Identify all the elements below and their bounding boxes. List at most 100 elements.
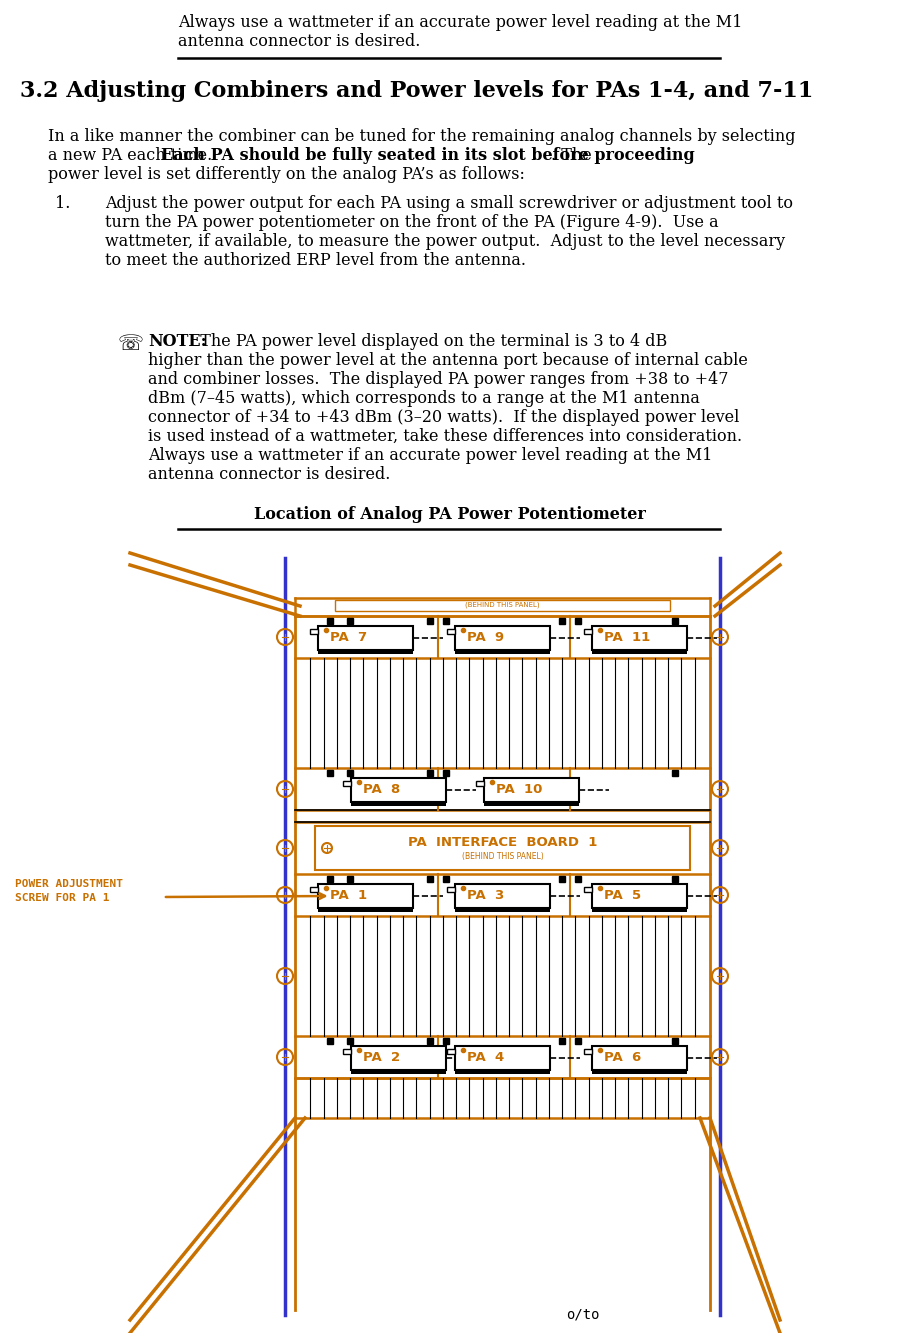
Text: PA  1: PA 1 — [330, 889, 367, 902]
Text: dBm (7–45 watts), which corresponds to a range at the M1 antenna: dBm (7–45 watts), which corresponds to a… — [148, 391, 700, 407]
Text: antenna connector is desired.: antenna connector is desired. — [148, 467, 391, 483]
Bar — [351, 1046, 446, 1070]
Text: connector of +34 to +43 dBm (3–20 watts).  If the displayed power level: connector of +34 to +43 dBm (3–20 watts)… — [148, 409, 740, 427]
Text: PA  7: PA 7 — [330, 631, 367, 644]
Text: PA  3: PA 3 — [467, 889, 504, 902]
Bar — [455, 884, 550, 908]
Text: PA  5: PA 5 — [604, 889, 641, 902]
Text: power level is set differently on the analog PA’s as follows:: power level is set differently on the an… — [48, 167, 525, 183]
Bar — [455, 1046, 550, 1070]
Bar — [447, 1049, 455, 1054]
Bar — [443, 1038, 449, 1044]
Bar — [427, 770, 433, 776]
Text: POWER ADJUSTMENT: POWER ADJUSTMENT — [15, 878, 123, 889]
Bar — [575, 619, 581, 624]
Bar — [575, 1038, 581, 1044]
Text: PA  9: PA 9 — [467, 631, 504, 644]
Bar — [344, 1049, 351, 1054]
Bar — [672, 619, 678, 624]
Text: ☏: ☏ — [118, 335, 144, 355]
Text: (BEHIND THIS PANEL): (BEHIND THIS PANEL) — [462, 852, 543, 861]
Text: PA  8: PA 8 — [364, 782, 400, 796]
Bar — [559, 619, 565, 624]
Bar — [447, 629, 455, 635]
Bar — [584, 886, 592, 892]
Bar — [592, 651, 687, 655]
Bar — [484, 778, 579, 802]
Bar — [351, 778, 446, 802]
Text: to meet the authorized ERP level from the antenna.: to meet the authorized ERP level from th… — [105, 252, 526, 269]
Bar — [672, 770, 678, 776]
Bar — [327, 770, 333, 776]
Text: 1.: 1. — [55, 195, 70, 212]
Text: PA  INTERFACE  BOARD  1: PA INTERFACE BOARD 1 — [408, 836, 597, 849]
Bar — [476, 781, 484, 786]
Bar — [347, 1038, 353, 1044]
Text: PA  10: PA 10 — [496, 782, 542, 796]
Bar — [327, 619, 333, 624]
Bar — [575, 876, 581, 882]
Text: turn the PA power potentiometer on the front of the PA (Figure 4-9).  Use a: turn the PA power potentiometer on the f… — [105, 215, 719, 231]
Bar — [427, 1038, 433, 1044]
Bar — [592, 1046, 687, 1070]
Text: wattmeter, if available, to measure the power output.  Adjust to the level neces: wattmeter, if available, to measure the … — [105, 233, 785, 251]
Bar — [310, 629, 318, 635]
Bar — [315, 826, 690, 870]
Bar — [427, 876, 433, 882]
Bar — [347, 876, 353, 882]
Bar — [347, 619, 353, 624]
Bar — [351, 1070, 446, 1074]
Text: The PA power level displayed on the terminal is 3 to 4 dB: The PA power level displayed on the term… — [190, 333, 667, 351]
Text: antenna connector is desired.: antenna connector is desired. — [178, 33, 420, 51]
Text: PA  6: PA 6 — [604, 1050, 641, 1064]
Text: Always use a wattmeter if an accurate power level reading at the M1: Always use a wattmeter if an accurate po… — [148, 447, 713, 464]
Bar — [327, 1038, 333, 1044]
Text: is used instead of a wattmeter, take these differences into consideration.: is used instead of a wattmeter, take the… — [148, 428, 742, 445]
Text: Adjust the power output for each PA using a small screwdriver or adjustment tool: Adjust the power output for each PA usin… — [105, 195, 793, 212]
Bar — [672, 1038, 678, 1044]
Bar — [455, 627, 550, 651]
Bar — [592, 1070, 687, 1074]
Bar — [455, 1070, 550, 1074]
Text: PA  11: PA 11 — [604, 631, 650, 644]
Bar — [443, 770, 449, 776]
Bar — [592, 908, 687, 912]
Bar — [318, 884, 413, 908]
Text: NOTE:: NOTE: — [148, 333, 207, 351]
Bar — [584, 629, 592, 635]
Bar — [318, 627, 413, 651]
Text: . The: . The — [551, 147, 592, 164]
Text: Location of Analog PA Power Potentiometer: Location of Analog PA Power Potentiomete… — [254, 507, 646, 523]
Text: PA  2: PA 2 — [364, 1050, 400, 1064]
Bar — [347, 770, 353, 776]
Bar — [443, 876, 449, 882]
Bar — [427, 619, 433, 624]
Bar — [455, 651, 550, 655]
Bar — [672, 876, 678, 882]
Text: (BEHIND THIS PANEL): (BEHIND THIS PANEL) — [465, 601, 539, 608]
Bar — [455, 908, 550, 912]
Text: higher than the power level at the antenna port because of internal cable: higher than the power level at the anten… — [148, 352, 748, 369]
Bar — [559, 1038, 565, 1044]
Text: Always use a wattmeter if an accurate power level reading at the M1: Always use a wattmeter if an accurate po… — [178, 15, 742, 31]
Text: and combiner losses.  The displayed PA power ranges from +38 to +47: and combiner losses. The displayed PA po… — [148, 371, 729, 388]
Bar — [443, 619, 449, 624]
Text: o/to: o/to — [566, 1306, 599, 1321]
Text: a new PA each time.: a new PA each time. — [48, 147, 223, 164]
Bar — [559, 876, 565, 882]
Text: 3.2 Adjusting Combiners and Power levels for PAs 1-4, and 7-11: 3.2 Adjusting Combiners and Power levels… — [20, 80, 814, 103]
Bar — [447, 886, 455, 892]
Bar — [318, 908, 413, 912]
Bar — [327, 876, 333, 882]
Bar — [351, 802, 446, 806]
Bar — [592, 627, 687, 651]
Text: In a like manner the combiner can be tuned for the remaining analog channels by : In a like manner the combiner can be tun… — [48, 128, 796, 145]
Bar — [335, 600, 670, 611]
Bar — [318, 651, 413, 655]
Bar — [484, 802, 579, 806]
Bar — [344, 781, 351, 786]
Bar — [592, 884, 687, 908]
Text: PA  4: PA 4 — [467, 1050, 504, 1064]
Text: Each PA should be fully seated in its slot before proceeding: Each PA should be fully seated in its sl… — [161, 147, 695, 164]
Text: SCREW FOR PA 1: SCREW FOR PA 1 — [15, 893, 109, 902]
